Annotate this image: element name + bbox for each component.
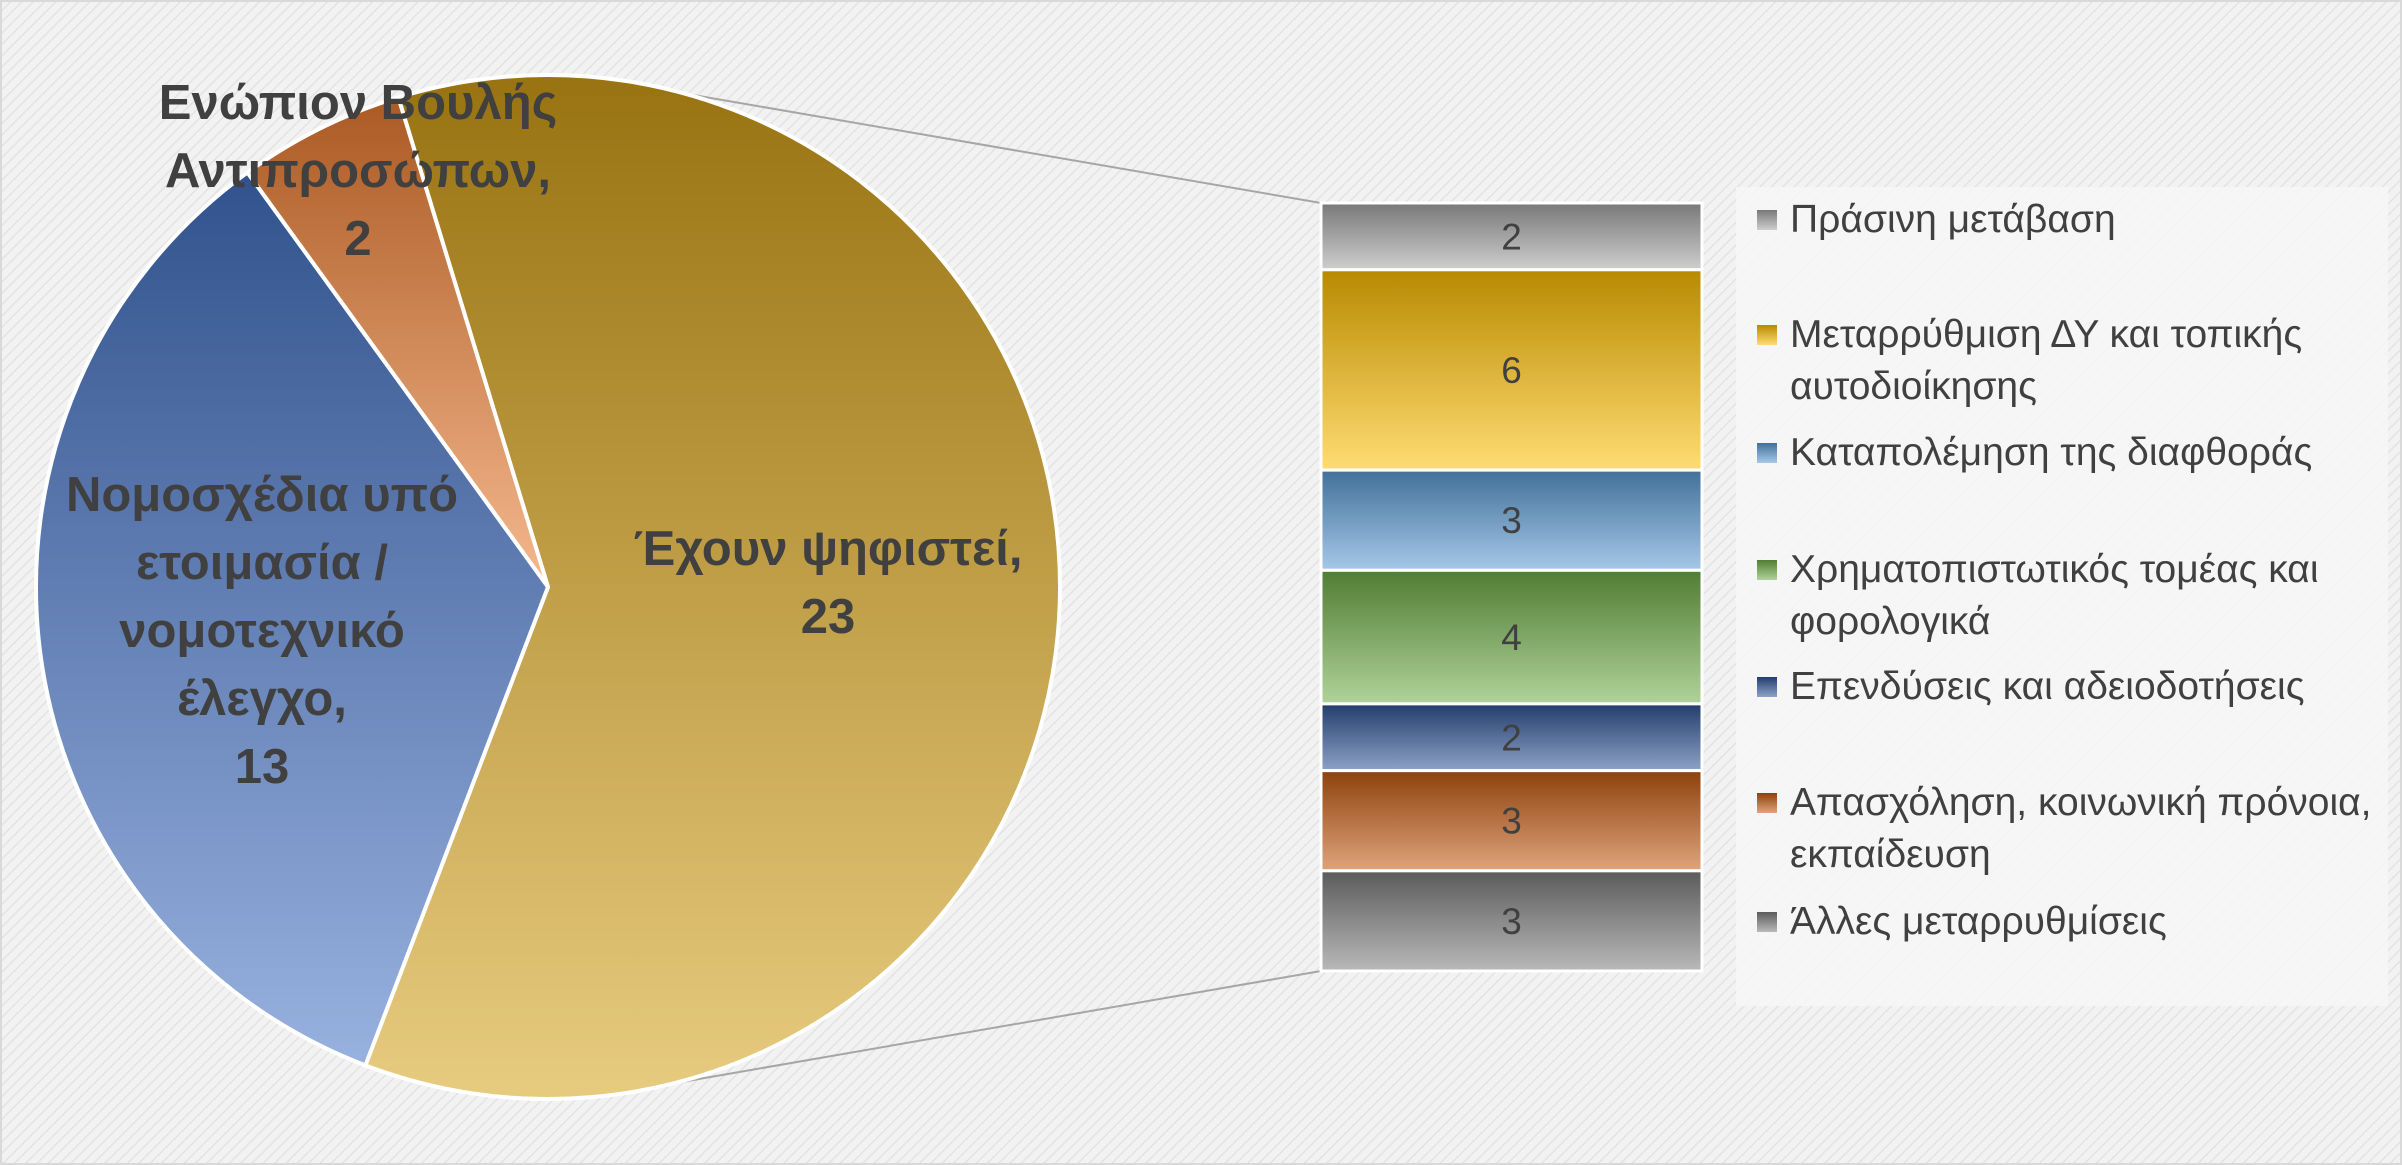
legend-label: Απασχόληση, κοινωνική πρόνοια, εκπαίδευσ… (1790, 777, 2390, 881)
legend-label: Πράσινη μετάβαση (1790, 194, 2390, 246)
legend-label: Επενδύσεις και αδειοδοτήσεις (1790, 661, 2390, 713)
label-text: Νομοσχέδια υπό ετοιμασία / νομοτεχνικό έ… (65, 468, 459, 726)
legend-label: Επενδύσεις και αδειοδοτήσεις (1790, 661, 2390, 713)
legend-marker (1757, 210, 1777, 230)
label-text: Καταπολέμηση της διαφθοράς (1790, 431, 2313, 474)
slice-label: Ενώπιον Βουλής Αντιπροσώπων, 2 (158, 69, 558, 273)
bar-segment (1319, 769, 1704, 873)
label-text: Άλλες μεταρρυθμίσεις (1790, 900, 2167, 943)
legend-label: Μεταρρύθμιση ΔΥ και τοπικής αυτοδιοίκηση… (1790, 309, 2390, 413)
legend-marker (1757, 560, 1777, 580)
label-text: 2 (344, 212, 372, 266)
legend-marker (1757, 677, 1777, 697)
bar-value-label: 6 (1501, 350, 1522, 391)
label-text: 23 (800, 590, 856, 644)
bar-segment (1319, 468, 1704, 572)
label-text: Επενδύσεις και αδειοδοτήσεις (1790, 665, 2305, 708)
legend-label: Χρηματοπιστωτικός τομέας και φορολογικά (1790, 544, 2390, 648)
label-text: 13 (234, 740, 290, 794)
bar-value-label: 2 (1501, 216, 1522, 257)
label-text: Ενώπιον Βουλής Αντιπροσώπων, (158, 76, 558, 198)
pie-slice (362, 73, 1062, 1101)
connector (675, 970, 1322, 1084)
legend-marker (1757, 325, 1777, 345)
legend-marker (1757, 912, 1777, 932)
slice-label: Νομοσχέδια υπό ετοιμασία / νομοτεχνικό έ… (42, 461, 482, 801)
bar-value-label: 3 (1501, 500, 1522, 541)
bar-value-label: 3 (1501, 901, 1522, 942)
legend-label: Καταπολέμηση της διαφθοράς (1790, 427, 2390, 479)
bar-segment (1319, 268, 1704, 472)
legend-label: Χρηματοπιστωτικός τομέας και φορολογικά (1790, 544, 2390, 648)
legend-box (1736, 187, 2388, 1006)
bar-segment (1319, 869, 1704, 973)
bar-value-label: 4 (1501, 617, 1522, 658)
legend-label: Άλλες μεταρρυθμίσεις (1790, 896, 2390, 948)
legend-label: Πράσινη μετάβαση (1790, 194, 2390, 246)
legend-label: Καταπολέμηση της διαφθοράς (1790, 427, 2390, 479)
bar-value-label: 3 (1501, 801, 1522, 842)
slice-label: Έχουν ψηφιστεί, 23 (548, 515, 1108, 651)
label-text: Χρηματοπιστωτικός τομέας και φορολογικά (1790, 548, 2319, 643)
label-text: Πράσινη μετάβαση (1790, 198, 2116, 241)
bar-segment (1319, 201, 1704, 272)
bar-value-label: 2 (1501, 717, 1522, 758)
connector (675, 91, 1322, 204)
slice-label: Νομοσχέδια υπό ετοιμασία / νομοτεχνικό έ… (42, 461, 482, 801)
pie-slice (34, 169, 551, 1068)
legend-label: Απασχόληση, κοινωνική πρόνοια, εκπαίδευσ… (1790, 777, 2390, 881)
legend-marker (1757, 793, 1777, 813)
label-text: Έχουν ψηφιστεί, (633, 522, 1023, 576)
legend-label: Άλλες μεταρρυθμίσεις (1790, 896, 2390, 948)
label-text: Απασχόληση, κοινωνική πρόνοια, εκπαίδευσ… (1790, 781, 2372, 876)
legend-marker (1757, 443, 1777, 463)
slice-label: Ενώπιον Βουλής Αντιπροσώπων, 2 (158, 69, 558, 273)
pie-slice (244, 94, 550, 589)
label-text: Μεταρρύθμιση ΔΥ και τοπικής αυτοδιοίκηση… (1790, 313, 2303, 408)
slice-label: Έχουν ψηφιστεί, 23 (548, 515, 1108, 651)
legend-label: Μεταρρύθμιση ΔΥ και τοπικής αυτοδιοίκηση… (1790, 309, 2390, 413)
